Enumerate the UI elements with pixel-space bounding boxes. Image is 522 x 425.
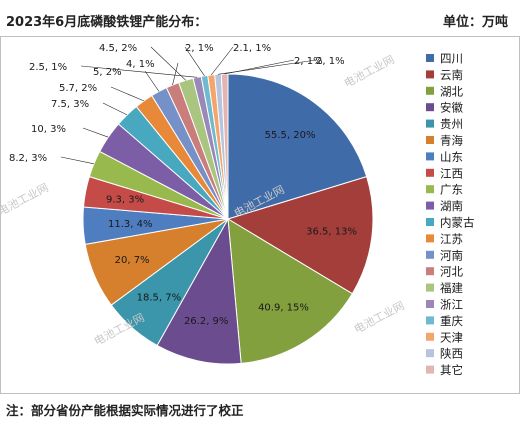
legend-label-4: 贵州	[440, 117, 463, 131]
legend-swatch-17	[426, 332, 434, 341]
data-label-10: 7.5, 3%	[51, 99, 89, 110]
legend-label-16: 重庆	[440, 314, 463, 328]
leader-line-9	[82, 127, 109, 138]
data-label-2: 40.9, 15%	[258, 302, 309, 313]
legend-swatch-15	[426, 300, 434, 308]
leader-line-13	[172, 62, 179, 86]
leader-line-12	[144, 70, 160, 92]
legend-swatch-0	[426, 54, 434, 62]
data-label-18: 2, 1%	[316, 56, 345, 67]
data-label-8: 8.2, 3%	[9, 153, 47, 164]
chart-area: 55.5, 20% 36.5, 13% 40.9, 15% 26.2, 9% 18.5,…	[0, 36, 520, 394]
legend-swatch-1	[426, 70, 434, 79]
legend-swatch-5	[426, 136, 434, 144]
legend-label-12: 河南	[440, 248, 463, 262]
leader-line-14	[150, 46, 187, 81]
legend-swatch-12	[426, 250, 434, 259]
leader-line-16	[184, 46, 205, 77]
legend-swatch-6	[426, 152, 434, 161]
legend-label-18: 陕西	[440, 347, 463, 361]
data-label-14: 4.5, 2%	[99, 43, 137, 54]
legend-swatch-9	[426, 201, 434, 210]
data-label-17: 2.1, 1%	[233, 43, 271, 54]
legend-label-3: 安徽	[440, 101, 463, 115]
data-label-0: 55.5, 20%	[265, 130, 316, 141]
header: 2023年6月底磷酸铁锂产能分布： 单位：万吨	[0, 0, 522, 36]
pie-slice-2	[227, 218, 353, 364]
data-label-15: 2.5, 1%	[29, 62, 67, 73]
legend-swatch-18	[426, 349, 434, 358]
legend-swatch-16	[426, 316, 434, 325]
data-label-6: 11.3, 4%	[108, 219, 153, 230]
legend-label-17: 天津	[440, 330, 463, 344]
data-label-1: 36.5, 13%	[306, 227, 357, 238]
legend-label-14: 福建	[440, 281, 463, 295]
data-label-13: 4, 1%	[126, 59, 155, 70]
legend-label-9: 湖南	[440, 199, 463, 213]
legend-label-1: 云南	[440, 68, 463, 82]
pie-slice-0	[227, 73, 368, 220]
legend-label-11: 江苏	[440, 232, 463, 246]
legend-label-6: 山东	[440, 150, 463, 164]
data-label-11: 5.7, 2%	[59, 83, 97, 94]
data-label-9: 10, 3%	[31, 124, 66, 135]
legend-label-5: 青海	[440, 134, 463, 148]
data-label-12: 5, 2%	[93, 67, 122, 78]
data-label-4: 18.5, 7%	[137, 292, 182, 303]
legend-swatch-4	[426, 119, 434, 128]
data-label-3: 26.2, 9%	[184, 316, 229, 327]
legend-label-8: 广东	[440, 183, 463, 197]
unit-label: 单位：万吨	[442, 15, 508, 30]
pie-slice-1	[226, 175, 374, 295]
legend-label-2: 湖北	[440, 84, 463, 98]
legend-swatch-2	[426, 86, 434, 95]
data-label-16: 2, 1%	[185, 43, 214, 54]
data-label-19: 2, 1%	[294, 56, 323, 67]
legend-swatch-13	[426, 267, 434, 276]
leader-line-19	[224, 59, 295, 75]
leader-line-10	[102, 102, 128, 116]
legend-swatch-10	[426, 218, 434, 226]
legend-swatch-7	[426, 168, 434, 177]
pie-slice-19	[220, 73, 229, 220]
data-label-5: 20, 7%	[115, 255, 150, 266]
legend-label-0: 四川	[440, 52, 463, 66]
leader-line-17	[210, 46, 234, 76]
legend-swatch-14	[426, 283, 434, 292]
legend-label-15: 浙江	[440, 298, 463, 312]
pie-slice-3	[156, 217, 242, 365]
legend-swatch-11	[426, 234, 434, 243]
legend-swatch-19	[426, 365, 434, 374]
legend-label-10: 内蒙古	[440, 216, 475, 230]
legend-swatch-3	[426, 103, 434, 112]
legend-label-19: 其它	[440, 363, 463, 377]
data-label-7: 9.3, 3%	[106, 194, 144, 205]
legend-label-7: 江西	[440, 166, 463, 180]
footnote: 注：部分省份产能根据实际情况进行了校正	[6, 403, 244, 418]
leader-line-8	[60, 156, 94, 165]
pie-chart: 55.5, 20% 36.5, 13% 40.9, 15% 26.2, 9% 18.5,…	[9, 43, 475, 377]
leader-line-15	[80, 65, 198, 78]
chart-title: 2023年6月底磷酸铁锂产能分布：	[6, 15, 208, 30]
legend-label-13: 河北	[440, 265, 463, 279]
leader-line-11	[110, 86, 145, 102]
legend-swatch-8	[426, 185, 434, 194]
